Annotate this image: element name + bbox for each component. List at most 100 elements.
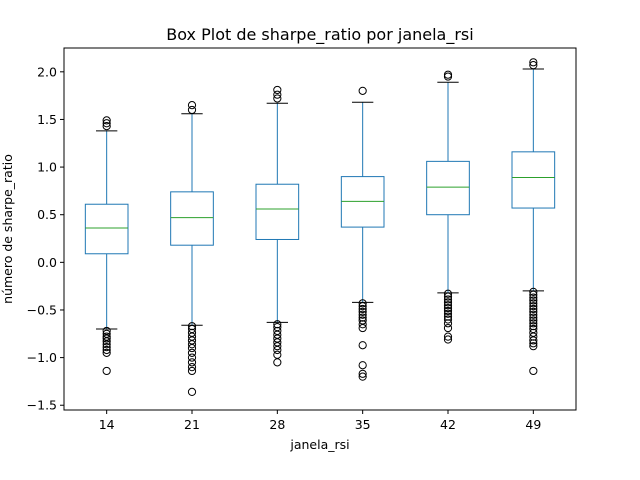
outlier-point xyxy=(529,339,538,348)
x-tick-label: 28 xyxy=(269,417,285,432)
outlier-point xyxy=(187,358,197,367)
outlier-point xyxy=(358,313,367,322)
outlier-point xyxy=(443,335,453,344)
x-tick-label: 35 xyxy=(355,417,371,432)
outlier-point xyxy=(102,119,111,128)
outlier-point xyxy=(102,343,111,352)
box-iqr xyxy=(170,191,214,246)
x-tick-label: 21 xyxy=(184,417,200,432)
outlier-point xyxy=(443,301,453,310)
outlier-point xyxy=(358,304,367,314)
box-iqr xyxy=(84,203,129,255)
outlier-point xyxy=(443,292,453,301)
y-axis-label: número de sharpe_ratio xyxy=(0,154,15,304)
outlier-point xyxy=(443,315,453,324)
outlier-point xyxy=(102,116,111,125)
outlier-point xyxy=(358,369,367,378)
chart-title: Box Plot de sharpe_ratio por janela_rsi xyxy=(166,25,473,45)
box-iqr xyxy=(426,160,470,216)
x-tick-label: 14 xyxy=(99,417,115,432)
outlier-point xyxy=(358,310,367,319)
outlier-point xyxy=(443,298,453,307)
outlier-point xyxy=(273,94,282,103)
outlier-point xyxy=(443,309,453,318)
outlier-point xyxy=(529,319,538,328)
outlier-point xyxy=(187,366,197,376)
outlier-point xyxy=(358,361,367,370)
outlier-point xyxy=(187,348,197,357)
outlier-point xyxy=(358,372,367,381)
outlier-point xyxy=(102,337,111,346)
outlier-point xyxy=(358,86,367,95)
outlier-point xyxy=(102,340,111,349)
outlier-point xyxy=(443,312,453,321)
outlier-point xyxy=(273,345,282,355)
y-tick-label: 1.0 xyxy=(37,160,57,175)
outlier-point xyxy=(529,293,538,302)
outlier-point xyxy=(443,303,453,313)
outlier-point xyxy=(273,342,282,351)
box-iqr xyxy=(511,151,556,209)
outlier-point xyxy=(187,353,197,362)
x-tick-label: 49 xyxy=(525,417,541,432)
outlier-point xyxy=(273,85,282,95)
outlier-point xyxy=(529,307,538,316)
outlier-point xyxy=(529,296,538,305)
y-tick-label: −0.5 xyxy=(27,302,57,317)
axes-frame xyxy=(63,47,577,411)
outlier-point xyxy=(529,322,538,331)
outlier-point xyxy=(529,313,538,322)
y-tick-label: 0.0 xyxy=(37,255,57,270)
outlier-point xyxy=(187,322,197,331)
box-iqr xyxy=(255,183,300,240)
outlier-point xyxy=(273,320,282,329)
y-tick-label: −1.0 xyxy=(27,350,57,365)
outlier-point xyxy=(529,316,538,325)
outlier-point xyxy=(102,345,111,355)
outlier-point xyxy=(529,332,538,341)
outlier-point xyxy=(529,366,538,376)
y-tick-label: −1.5 xyxy=(27,398,57,413)
outlier-point xyxy=(443,306,453,316)
x-tick-label: 42 xyxy=(440,417,456,432)
outlier-point xyxy=(102,122,111,131)
y-tick-label: 0.5 xyxy=(37,207,57,222)
outlier-point xyxy=(529,58,538,67)
y-tick-label: 1.5 xyxy=(37,112,57,127)
outlier-point xyxy=(529,342,538,351)
outlier-point xyxy=(102,334,111,343)
outlier-point xyxy=(358,302,367,311)
outlier-point xyxy=(358,341,367,350)
outlier-point xyxy=(273,90,282,99)
outlier-point xyxy=(529,287,538,296)
outlier-point xyxy=(102,366,111,376)
outlier-point xyxy=(529,290,538,299)
outlier-point xyxy=(187,340,197,349)
outlier-point xyxy=(529,336,538,345)
outlier-point xyxy=(529,61,538,70)
outlier-point xyxy=(187,101,197,110)
outlier-point xyxy=(529,310,538,319)
outlier-point xyxy=(529,302,538,311)
outlier-point xyxy=(443,72,453,81)
y-tick-label: 2.0 xyxy=(37,64,57,79)
outlier-point xyxy=(102,348,111,357)
outlier-point xyxy=(443,323,453,333)
outlier-point xyxy=(529,304,538,314)
outlier-point xyxy=(187,105,197,115)
outlier-point xyxy=(187,343,197,353)
outlier-point xyxy=(443,332,453,341)
outlier-point xyxy=(358,323,367,333)
outlier-point xyxy=(273,358,282,367)
outlier-point xyxy=(529,299,538,308)
outlier-point xyxy=(443,295,453,304)
outlier-point xyxy=(358,307,367,316)
outlier-point xyxy=(358,299,367,308)
outlier-point xyxy=(443,319,453,328)
outlier-point xyxy=(187,363,197,372)
x-axis-label: janela_rsi xyxy=(289,437,349,452)
outlier-point xyxy=(443,289,453,298)
plot-area: −1.5 −1.0 −0.5 0.0 0.5 1.0 1.5 2.0 14 21 28 35 42 49 xyxy=(27,58,556,432)
outlier-point xyxy=(358,320,367,329)
